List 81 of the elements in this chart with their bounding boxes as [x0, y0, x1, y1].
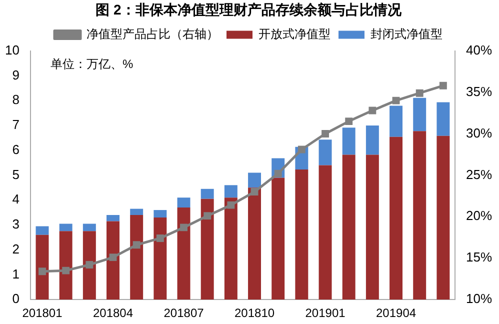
y2-tick-label: 25%	[466, 166, 492, 182]
bar	[130, 215, 144, 300]
y-tick-label: 1	[12, 266, 20, 282]
bar	[36, 226, 49, 235]
bar	[224, 198, 238, 300]
bar	[342, 154, 356, 300]
bar	[318, 165, 332, 300]
bar	[200, 198, 214, 300]
bar	[154, 217, 167, 300]
x-tick-label: 201807	[164, 306, 204, 320]
y-tick-label: 10	[4, 42, 20, 58]
point	[180, 224, 188, 232]
bar	[436, 102, 450, 136]
x-tick-label: 201901	[305, 306, 346, 320]
bar	[82, 224, 96, 232]
point	[392, 96, 400, 104]
y2-tick-label: 35%	[466, 84, 492, 99]
y-tick-label: 9	[12, 67, 20, 82]
legend-label: 净值型产品占比（右轴）	[86, 27, 218, 42]
x-tick-label: 201804	[92, 306, 134, 320]
point	[322, 130, 329, 138]
point	[250, 188, 258, 196]
chart-title: 图 2：非保本净值型理财产品存续余额与占比情况	[96, 1, 402, 18]
y-tick-label: 7	[12, 117, 20, 132]
y-tick-label: 0	[12, 291, 20, 306]
y-tick-label: 5	[12, 166, 20, 182]
point	[38, 268, 46, 276]
x-tick-label: 201810	[234, 306, 275, 320]
bar	[224, 185, 238, 198]
bar	[436, 136, 450, 300]
y-tick-label: 8	[12, 92, 20, 108]
y2-tick-label: 40%	[466, 42, 492, 58]
y-tick-label: 3	[12, 216, 20, 232]
point	[345, 118, 353, 126]
bar	[366, 125, 379, 155]
point	[368, 106, 376, 114]
bar	[36, 234, 49, 300]
bar	[390, 106, 403, 137]
bar	[413, 131, 426, 300]
y2-tick-label: 10%	[466, 291, 492, 306]
x-tick-label: 201904	[376, 306, 416, 320]
point	[86, 261, 94, 268]
point	[132, 241, 140, 249]
bar	[130, 208, 144, 216]
point	[439, 82, 447, 90]
bar	[413, 98, 426, 132]
y-tick-label: 6	[12, 142, 20, 157]
bar	[390, 136, 403, 300]
bar	[342, 128, 356, 155]
y-tick-label: 2	[12, 241, 20, 256]
y2-tick-label: 30%	[466, 125, 492, 140]
y2-tick-label: 15%	[466, 250, 492, 265]
y-tick-label: 4	[12, 192, 20, 207]
point	[62, 266, 70, 274]
legend-label: 开放式净值型	[258, 27, 330, 42]
point	[204, 212, 212, 220]
point	[274, 170, 282, 178]
bar	[295, 169, 308, 300]
legend-label: 封闭式净值型	[370, 27, 442, 42]
bar	[177, 208, 190, 300]
bar	[200, 188, 214, 199]
point	[227, 201, 235, 209]
point	[298, 146, 306, 154]
bar	[248, 172, 261, 188]
point	[416, 89, 424, 97]
bar	[366, 154, 379, 300]
bar	[248, 188, 261, 300]
bar	[59, 231, 72, 300]
point	[109, 254, 117, 262]
bar	[177, 198, 190, 208]
bar	[106, 215, 120, 222]
annotation: 单位：万亿、%	[50, 57, 134, 72]
bar	[272, 178, 285, 300]
bar	[82, 231, 96, 300]
bar	[154, 210, 167, 218]
x-tick-label: 201801	[22, 306, 63, 320]
bar	[59, 224, 72, 232]
bar	[318, 140, 332, 166]
point	[156, 234, 164, 242]
y2-tick-label: 20%	[466, 208, 492, 224]
bar	[106, 221, 120, 300]
